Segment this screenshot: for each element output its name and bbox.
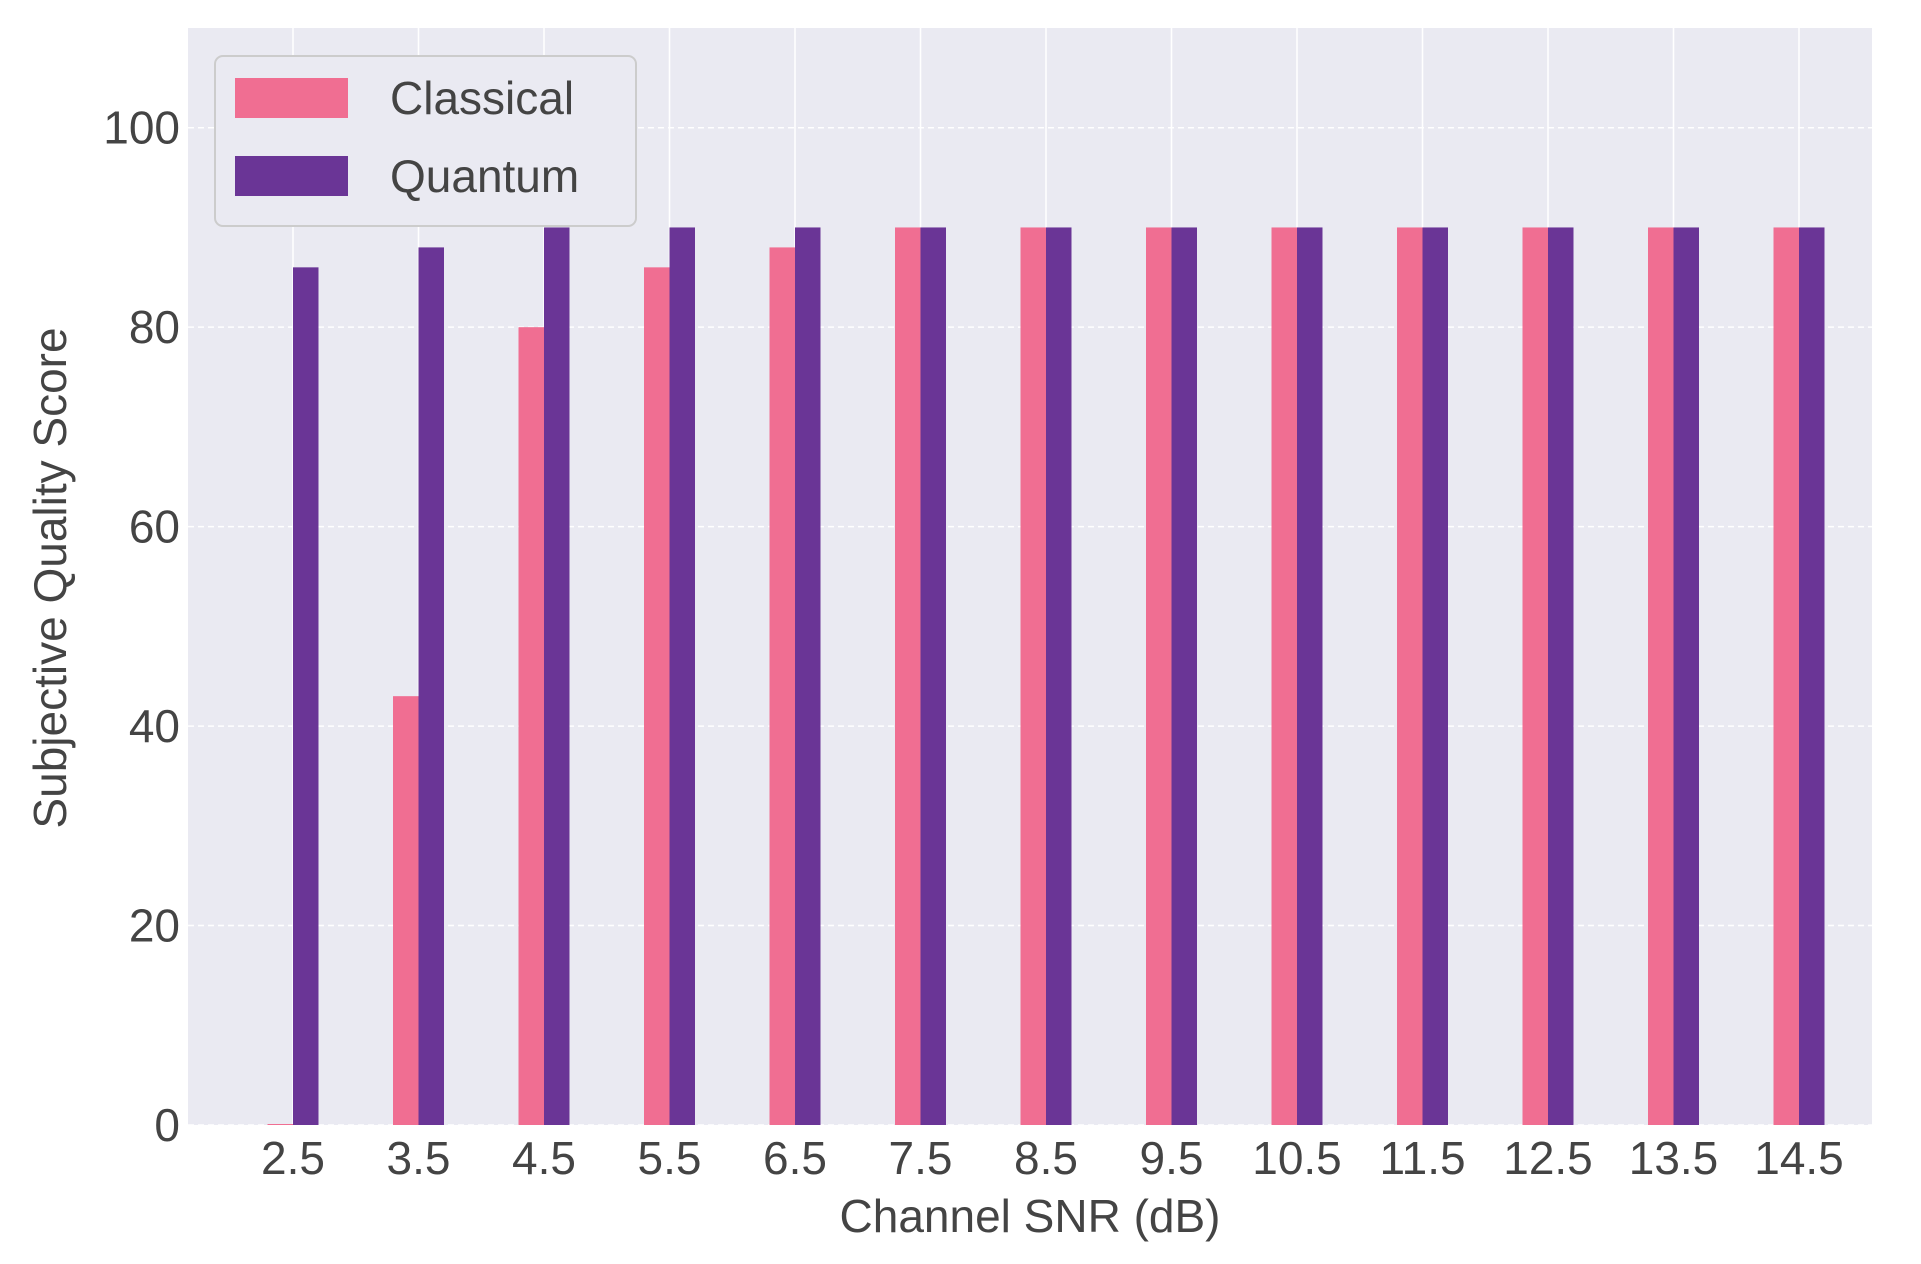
y-tick-labels: 0 20 40 60 80 100	[103, 102, 180, 1151]
y-tick-label: 40	[129, 700, 180, 752]
legend-label-classical: Classical	[390, 72, 574, 124]
y-tick-label: 20	[129, 900, 180, 952]
x-tick-label: 13.5	[1629, 1132, 1719, 1184]
y-tick-label: 60	[129, 501, 180, 553]
bar-classical-6.5	[769, 247, 795, 1125]
x-tick-labels: 2.5 3.5 4.5 5.5 6.5 7.5 8.5 9.5 10.5 11.5 12.5 13.5…	[261, 1132, 1844, 1184]
bar-quantum-11.5	[1422, 227, 1448, 1126]
x-tick-label: 2.5	[261, 1132, 325, 1184]
bar-classical-2.5	[267, 1124, 293, 1125]
legend-swatch-classical	[235, 78, 348, 118]
bar-classical-13.5	[1648, 227, 1674, 1126]
legend-swatch-quantum	[235, 156, 348, 196]
bar-quantum-9.5	[1171, 227, 1197, 1126]
bar-classical-11.5	[1397, 227, 1423, 1126]
bar-classical-14.5	[1773, 227, 1799, 1126]
x-tick-label: 7.5	[889, 1132, 953, 1184]
bar-classical-12.5	[1522, 227, 1548, 1126]
x-tick-label: 12.5	[1503, 1132, 1593, 1184]
bar-classical-9.5	[1146, 227, 1172, 1126]
bar-quantum-8.5	[1046, 227, 1072, 1126]
y-tick-label: 80	[129, 301, 180, 353]
x-tick-label: 11.5	[1379, 1132, 1465, 1184]
legend-label-quantum: Quantum	[390, 150, 579, 202]
x-tick-label: 10.5	[1252, 1132, 1342, 1184]
bar-classical-8.5	[1020, 227, 1046, 1126]
bar-classical-7.5	[895, 227, 921, 1126]
bar-quantum-3.5	[418, 247, 444, 1125]
x-tick-label: 8.5	[1014, 1132, 1078, 1184]
bar-quantum-7.5	[920, 227, 946, 1126]
y-tick-label: 0	[154, 1099, 180, 1151]
y-axis-title: Subjective Quality Score	[24, 327, 76, 828]
bar-quantum-12.5	[1548, 227, 1574, 1126]
bar-classical-3.5	[393, 696, 419, 1125]
bars	[267, 227, 1825, 1126]
bar-quantum-10.5	[1297, 227, 1323, 1126]
bar-quantum-5.5	[669, 227, 695, 1126]
x-tick-label: 9.5	[1140, 1132, 1204, 1184]
x-tick-label: 5.5	[638, 1132, 702, 1184]
bar-classical-5.5	[644, 267, 670, 1125]
bar-quantum-13.5	[1673, 227, 1699, 1126]
bar-quantum-14.5	[1799, 227, 1825, 1126]
bar-classical-4.5	[518, 327, 544, 1125]
y-tick-label: 100	[103, 102, 180, 154]
x-tick-label: 3.5	[387, 1132, 451, 1184]
x-tick-label: 6.5	[763, 1132, 827, 1184]
bar-quantum-2.5	[293, 267, 319, 1125]
x-tick-label: 14.5	[1754, 1132, 1844, 1184]
x-axis-title: Channel SNR (dB)	[840, 1190, 1221, 1242]
legend: Classical Quantum	[214, 55, 637, 227]
x-tick-label: 4.5	[512, 1132, 576, 1184]
bar-classical-10.5	[1271, 227, 1297, 1126]
bar-quantum-4.5	[544, 227, 570, 1126]
bar-quantum-6.5	[795, 227, 821, 1126]
